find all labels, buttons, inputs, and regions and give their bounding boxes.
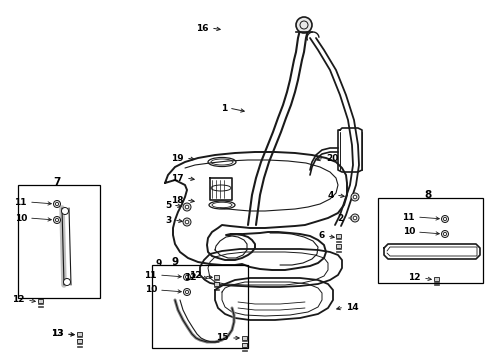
Text: 10: 10 [145, 285, 157, 294]
Circle shape [296, 17, 312, 33]
Text: 3: 3 [166, 216, 172, 225]
Text: 13: 13 [51, 329, 64, 338]
Circle shape [62, 207, 69, 215]
Circle shape [183, 218, 191, 226]
Text: 9: 9 [156, 258, 162, 267]
Circle shape [183, 274, 191, 280]
Text: 2: 2 [338, 213, 344, 222]
Text: 17: 17 [172, 174, 184, 183]
Circle shape [353, 195, 357, 199]
Bar [242, 336, 246, 340]
Text: 12: 12 [409, 274, 421, 283]
Text: 13: 13 [51, 329, 64, 338]
Circle shape [351, 193, 359, 201]
Bar [336, 244, 341, 248]
Text: 12: 12 [13, 296, 25, 305]
Circle shape [185, 275, 189, 279]
Circle shape [183, 203, 191, 211]
Text: 14: 14 [346, 302, 359, 311]
Bar [152, 265, 248, 348]
Circle shape [185, 291, 189, 293]
Circle shape [185, 220, 189, 224]
Circle shape [183, 288, 191, 296]
Text: 12: 12 [190, 271, 202, 280]
Text: 10: 10 [15, 213, 27, 222]
Circle shape [443, 217, 446, 221]
Circle shape [351, 214, 359, 222]
Text: 15: 15 [217, 333, 229, 342]
Circle shape [55, 202, 59, 206]
Circle shape [55, 219, 59, 221]
Bar [76, 332, 81, 336]
Text: 16: 16 [196, 23, 209, 32]
Text: 11: 11 [145, 270, 157, 279]
Bar [336, 234, 341, 238]
Text: 9: 9 [172, 257, 178, 267]
Text: 6: 6 [319, 231, 325, 240]
Circle shape [441, 230, 448, 238]
Text: 4: 4 [328, 190, 334, 199]
Text: 18: 18 [172, 195, 184, 204]
Bar [214, 275, 219, 279]
Text: 20: 20 [326, 153, 339, 162]
Bar [76, 339, 81, 343]
Circle shape [353, 216, 357, 220]
Text: 10: 10 [403, 228, 415, 237]
Bar [242, 343, 246, 347]
Text: 5: 5 [165, 201, 171, 210]
Bar [18, 185, 100, 298]
Bar [214, 282, 219, 286]
Bar [434, 277, 439, 281]
Bar [38, 299, 43, 303]
Text: 8: 8 [424, 190, 432, 200]
Text: 7: 7 [53, 177, 61, 187]
Text: 1: 1 [221, 104, 227, 112]
Circle shape [53, 201, 60, 207]
Text: 11: 11 [15, 198, 27, 207]
Circle shape [441, 216, 448, 222]
Bar [378, 198, 483, 283]
Circle shape [443, 233, 446, 235]
Text: 12: 12 [185, 273, 197, 282]
Text: 11: 11 [402, 212, 415, 221]
Circle shape [53, 216, 60, 224]
Text: 19: 19 [172, 153, 184, 162]
Circle shape [185, 205, 189, 209]
Circle shape [64, 279, 71, 285]
